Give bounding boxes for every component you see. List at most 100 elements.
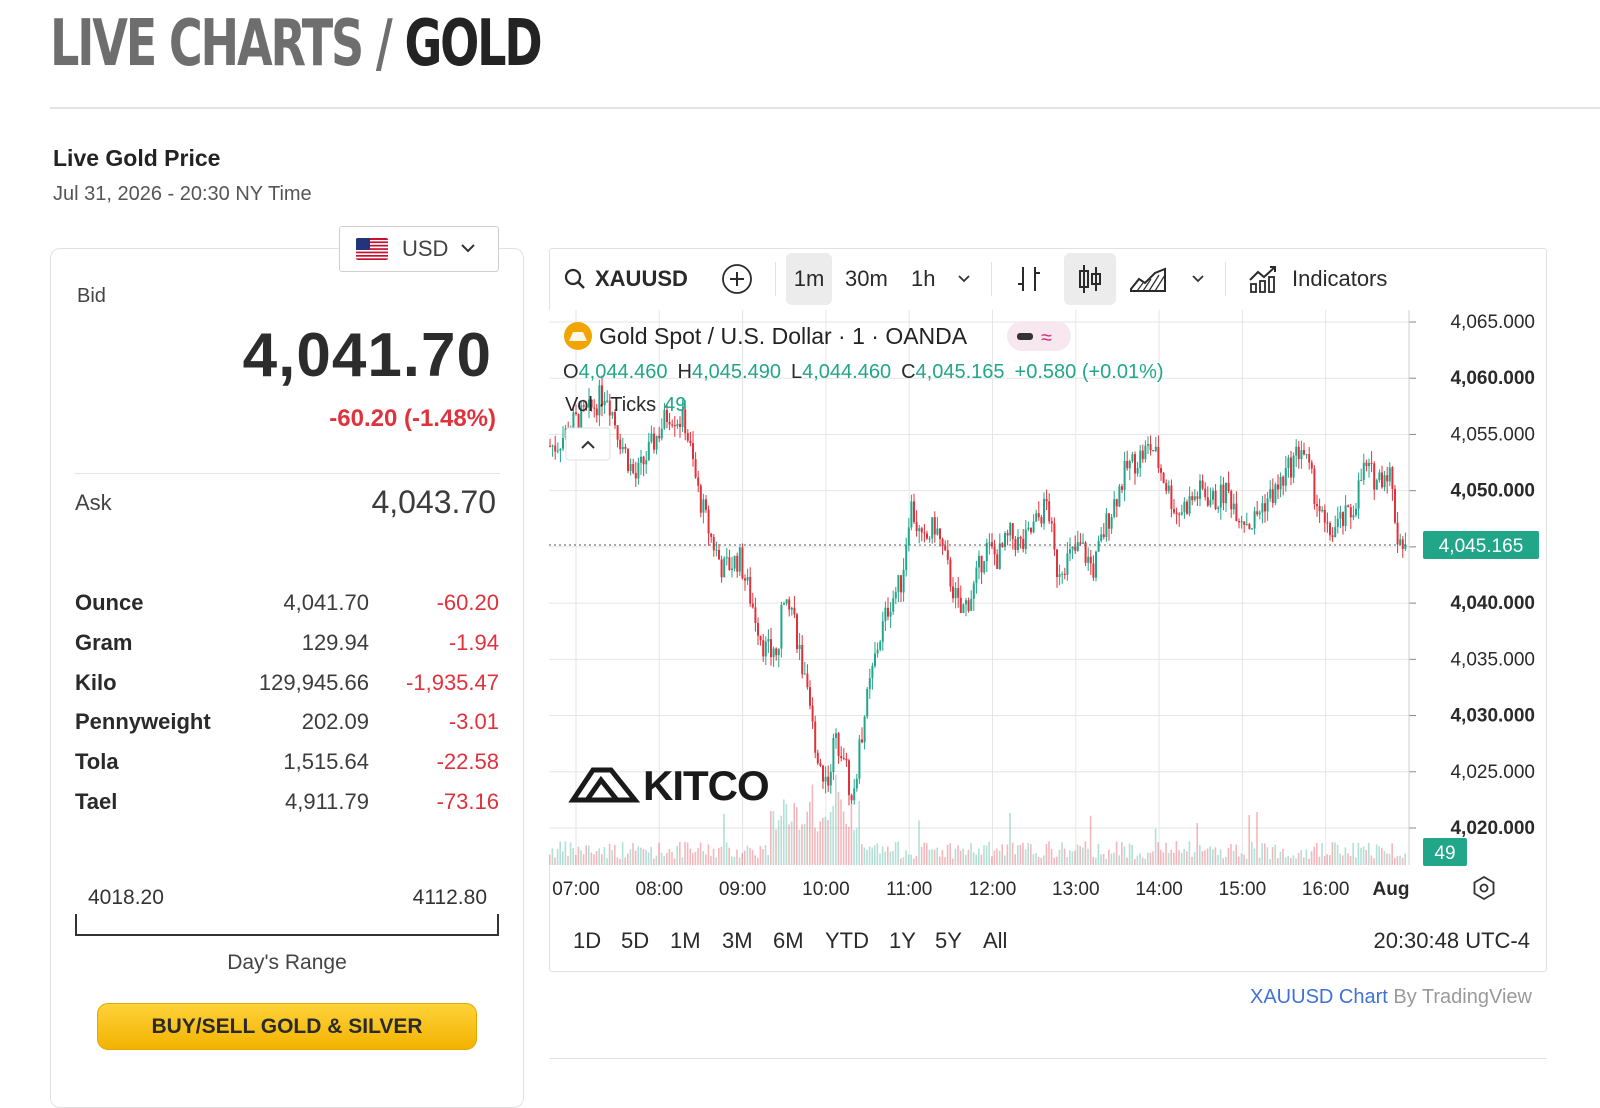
volume-bar [720, 846, 723, 865]
volume-bar [1399, 855, 1401, 865]
candle-body [1274, 484, 1277, 503]
candle-body [647, 441, 650, 461]
volume-bar [970, 843, 972, 865]
volume-bar [884, 851, 886, 865]
candle-body [741, 547, 744, 579]
volume-bar [585, 845, 587, 865]
candle-body [1131, 454, 1134, 462]
volume-bar [832, 806, 834, 865]
chart-type-dropdown[interactable] [1191, 248, 1205, 310]
period-1m[interactable]: 1M [670, 928, 701, 953]
candle-body [1388, 467, 1391, 482]
volume-bar [783, 799, 785, 865]
volume-bar [1115, 841, 1118, 865]
volume-bar [910, 854, 912, 865]
candle-body [1243, 521, 1246, 525]
legend-toggle: ≈ [1007, 321, 1071, 351]
volume-bar [907, 854, 910, 865]
period-6m[interactable]: 6M [773, 928, 804, 953]
svg-text:≈: ≈ [1041, 327, 1052, 349]
volume-bar [1386, 853, 1388, 865]
volume-bar [1318, 856, 1321, 865]
volume-bar [1100, 854, 1102, 865]
bars-icon [1015, 264, 1043, 294]
candle-body [879, 641, 882, 650]
volume-bar [1074, 850, 1076, 865]
volume-bar [1071, 851, 1074, 865]
volume-bar [1017, 845, 1019, 865]
xauusd-chart-link[interactable]: XAUUSD Chart [1250, 986, 1388, 1008]
volume-bar [871, 847, 873, 865]
candle-body [1144, 445, 1147, 460]
volume-bar [1204, 850, 1206, 865]
period-1y[interactable]: 1Y [889, 928, 916, 953]
period-5d[interactable]: 5D [621, 928, 650, 953]
candle-body [918, 528, 921, 532]
candle-body [967, 600, 970, 611]
candle-body [679, 423, 681, 427]
candle-body [1084, 542, 1087, 563]
candle-body [655, 435, 658, 450]
volume-bar [809, 801, 811, 865]
volume-bar [1175, 841, 1178, 865]
x-tick-label: 16:00 [1302, 879, 1350, 900]
volume-bar [944, 857, 946, 865]
price-chart[interactable]: 4,065.000 4,060.000 4,055.000 4,050.000 4,04… [549, 310, 1547, 910]
volume-bar [876, 843, 879, 865]
volume-bar [1378, 846, 1380, 865]
chevron-down-icon [957, 274, 971, 284]
interval-30m[interactable]: 30m [845, 266, 888, 291]
indicators-button[interactable]: Indicators [1248, 248, 1387, 310]
compare-button[interactable] [721, 248, 753, 310]
candle-body [1089, 556, 1092, 564]
interval-1h[interactable]: 1h [911, 266, 936, 291]
candle-body [871, 666, 874, 679]
candle-body [1188, 496, 1191, 514]
period-5y[interactable]: 5Y [935, 928, 962, 953]
interval-1m[interactable]: 1m [786, 253, 832, 305]
volume-bar [1105, 858, 1107, 865]
candle-body [627, 448, 629, 471]
volume-bar [1152, 851, 1154, 865]
volume-label: 49 [1434, 843, 1455, 864]
unit-row-tola: Tola 1,515.64 -22.58 [75, 749, 500, 779]
volume-bar [803, 823, 806, 865]
volume-bar [1173, 852, 1175, 865]
volume-bar [754, 855, 756, 865]
candles-button[interactable] [1064, 253, 1116, 305]
volume-bar [1037, 857, 1040, 865]
interval-dropdown[interactable] [957, 248, 971, 310]
candle-body [642, 456, 645, 465]
symbol-input[interactable]: XAUUSD [595, 266, 687, 291]
buy-sell-button[interactable]: BUY/SELL GOLD & SILVER [97, 1003, 477, 1050]
candle-body [1011, 523, 1014, 540]
area-style-button[interactable] [1129, 248, 1167, 310]
volume-bar [1323, 856, 1326, 865]
bar-style-button[interactable] [1015, 248, 1043, 310]
period-all[interactable]: All [983, 928, 1008, 953]
candle-body [1347, 505, 1350, 508]
volume-bar [762, 849, 764, 865]
volume-bar [936, 847, 938, 865]
candle-body [1284, 467, 1287, 486]
period-1d[interactable]: 1D [573, 928, 602, 953]
symbol-search[interactable]: XAUUSD [563, 248, 687, 310]
volume-bar [660, 852, 663, 865]
volume-bar [1266, 847, 1269, 865]
candle-body [1118, 486, 1121, 507]
volume-bar [681, 857, 684, 865]
ask-label: Ask [75, 490, 112, 515]
volume-bar [1040, 857, 1042, 865]
candle-body [819, 763, 822, 766]
candle-body [671, 424, 674, 426]
unit-change: -22.58 [436, 749, 499, 774]
period-3m[interactable]: 3M [722, 928, 753, 953]
unit-row-ounce: Ounce 4,041.70 -60.20 [75, 590, 500, 620]
volume-bar [1212, 849, 1214, 865]
volume-bar [1136, 855, 1139, 865]
title-separator: / [375, 7, 393, 81]
volume-bar [1209, 846, 1211, 865]
currency-select[interactable]: USD [339, 226, 499, 272]
period-ytd[interactable]: YTD [825, 928, 869, 953]
unit-price: 129,945.66 [258, 670, 369, 695]
